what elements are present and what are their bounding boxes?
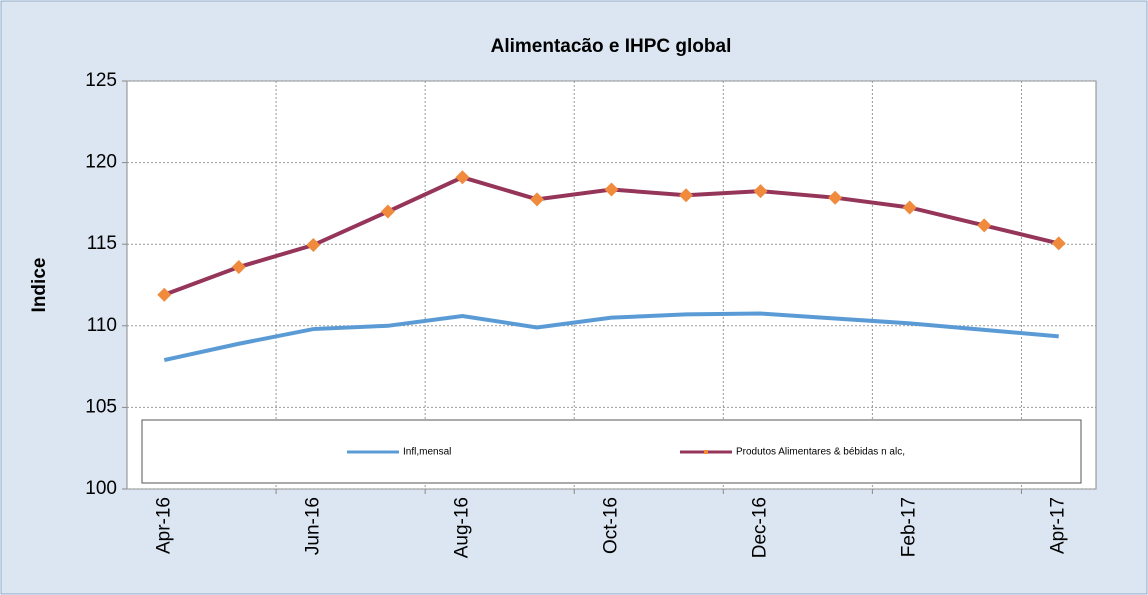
y-tick-label: 100 [85, 478, 117, 499]
marker [157, 287, 172, 302]
marker [306, 238, 321, 253]
x-tick-label: Feb-17 [899, 497, 920, 557]
legend-label: Produtos Alimentares & bébidas n alc, [736, 447, 905, 458]
chart-title: Alimentacão e IHPC global [491, 36, 732, 57]
marker [231, 260, 246, 275]
marker [753, 184, 768, 199]
x-tick-label: Aug-16 [451, 497, 472, 558]
legend-marker [704, 450, 708, 454]
y-tick-label: 105 [85, 396, 117, 417]
y-tick-label: 125 [85, 70, 117, 91]
series-line [163, 311, 1059, 363]
x-tick-label: Apr-17 [1048, 497, 1069, 554]
x-tick-label: Jun-16 [302, 497, 323, 555]
marker [679, 188, 694, 203]
marker [828, 190, 843, 205]
marker [977, 218, 992, 233]
y-axis-label: Indice [29, 258, 50, 313]
x-tick-label: Apr-16 [153, 497, 174, 554]
y-tick-label: 110 [87, 315, 117, 336]
marker [380, 204, 395, 219]
marker [529, 192, 544, 207]
x-tick-label: Oct-16 [601, 497, 622, 554]
legend-box [141, 419, 1082, 484]
marker [1051, 236, 1066, 251]
marker [902, 200, 917, 215]
y-tick-label: 115 [87, 233, 117, 254]
marker [604, 182, 619, 197]
marker [455, 170, 470, 185]
legend-label: Infl,mensal [403, 447, 451, 458]
y-tick-label: 120 [85, 152, 117, 173]
x-tick-label: Dec-16 [750, 497, 771, 558]
